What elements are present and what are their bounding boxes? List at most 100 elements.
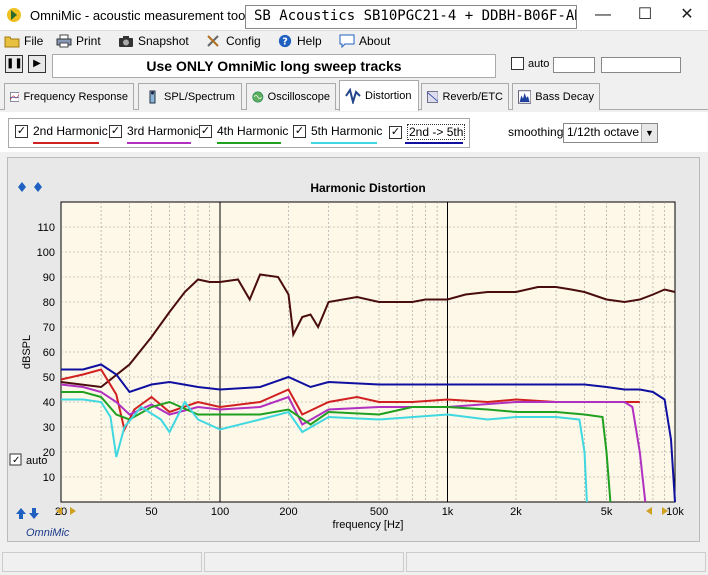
legend-item-2nd-harmonic[interactable]: ✓ 2nd Harmonic <box>15 124 108 138</box>
menu-file[interactable]: File <box>4 32 43 50</box>
pause-button[interactable]: ❚❚ <box>5 55 23 73</box>
range-right-icon[interactable] <box>662 507 668 515</box>
pan-icon[interactable] <box>34 182 42 192</box>
checkbox-2nd-harmonic[interactable]: ✓ <box>15 124 28 138</box>
series-line-5th-harmonic <box>61 398 588 503</box>
legend-swatch-5th <box>311 142 377 144</box>
legend-swatch-2nd <box>33 142 99 144</box>
pause-icon: ❚❚ <box>6 58 23 69</box>
spl-meter-icon <box>149 90 156 104</box>
checkmark-icon: ✓ <box>12 455 20 466</box>
play-button[interactable]: ▶ <box>28 55 46 73</box>
series-line-3rd-harmonic <box>60 383 647 503</box>
chart-auto-checkbox[interactable] <box>9 453 22 466</box>
legend-swatch-total <box>405 142 463 144</box>
tab-strip: Frequency Response SPL/Spectrum Oscillos… <box>0 80 708 111</box>
y-tick-label: 30 <box>43 422 55 434</box>
legend-item-4th-harmonic[interactable]: ✓ 4th Harmonic <box>199 124 288 138</box>
auto-label: auto <box>528 57 550 70</box>
scroll-right-icon[interactable] <box>70 507 76 515</box>
menu-help-label: Help <box>297 34 322 48</box>
status-bar <box>0 549 708 575</box>
bass-decay-icon <box>518 90 532 104</box>
scale-up-icon[interactable] <box>16 508 26 519</box>
legend-item-3rd-harmonic[interactable]: ✓ 3rd Harmonic <box>109 124 199 138</box>
harmonic-distortion-chart: 10203040506070809010011020501002005001k2… <box>9 181 684 531</box>
camera-icon <box>119 36 133 47</box>
reverb-icon <box>427 91 439 103</box>
x-tick-label: 5k <box>601 506 613 518</box>
y-tick-label: 70 <box>43 322 55 334</box>
svg-text:?: ? <box>282 37 288 48</box>
chart-auto-label: auto <box>26 455 47 467</box>
level-meter <box>601 57 681 73</box>
x-tick-label: 100 <box>211 506 229 518</box>
checkbox-3rd-harmonic[interactable]: ✓ <box>109 124 122 138</box>
tab-reverb-etc[interactable]: Reverb/ETC <box>421 83 509 110</box>
close-button[interactable]: ✕ <box>666 0 708 30</box>
frequency-response-icon <box>10 92 20 102</box>
y-tick-label: 100 <box>37 247 55 259</box>
legend-swatch-3rd <box>127 142 191 144</box>
menu-print-label: Print <box>76 34 101 48</box>
tab-spl-spectrum[interactable]: SPL/Spectrum <box>138 83 242 110</box>
checkbox-5th-harmonic[interactable]: ✓ <box>293 124 306 138</box>
menu-file-label: File <box>24 34 44 48</box>
minimize-button[interactable]: — <box>582 0 624 30</box>
legend-item-2nd-to-5th[interactable]: ✓ 2nd -> 5th <box>389 124 466 140</box>
legend-label: 3rd Harmonic <box>127 124 200 138</box>
checkbox-2nd-to-5th[interactable]: ✓ <box>389 125 402 139</box>
y-tick-label: 80 <box>43 297 55 309</box>
tab-label: Distortion <box>365 90 412 102</box>
menu-config[interactable]: Config <box>206 32 261 50</box>
range-left-icon[interactable] <box>646 507 652 515</box>
smoothing-label: smoothing <box>508 125 564 139</box>
scale-down-icon[interactable] <box>29 508 39 519</box>
legend-label: 2nd Harmonic <box>33 124 108 138</box>
menu-snapshot[interactable]: Snapshot <box>118 32 189 50</box>
x-tick-label: 2k <box>510 506 522 518</box>
tab-distortion[interactable]: Distortion <box>339 80 419 111</box>
oscilloscope-icon <box>252 91 264 103</box>
tab-label: Oscilloscope <box>267 91 330 103</box>
x-tick-label: 200 <box>279 506 297 518</box>
tab-oscilloscope[interactable]: Oscilloscope <box>246 83 336 110</box>
maximize-icon: ☐ <box>637 6 653 23</box>
auto-toggle[interactable]: auto <box>511 57 549 70</box>
tab-label: Reverb/ETC <box>442 91 503 103</box>
tab-label: SPL/Spectrum <box>164 91 235 103</box>
distortion-icon <box>345 88 361 104</box>
x-tick-label: 50 <box>145 506 157 518</box>
smoothing-dropdown[interactable]: 1/12th octave ▼ <box>563 123 658 143</box>
menu-about[interactable]: About <box>339 32 390 50</box>
series-line-4th-harmonic <box>61 391 612 503</box>
x-axis-label: frequency [Hz] <box>333 519 404 531</box>
menu-about-label: About <box>359 34 391 48</box>
auto-checkbox[interactable] <box>511 57 524 70</box>
tab-frequency-response[interactable]: Frequency Response <box>4 83 134 110</box>
status-segment <box>2 552 202 572</box>
menu-help[interactable]: ? Help <box>277 32 322 50</box>
legend-item-5th-harmonic[interactable]: ✓ 5th Harmonic <box>293 124 382 138</box>
tab-label: Frequency Response <box>23 91 128 103</box>
window-title: OmniMic - acoustic measurement tool <box>30 8 249 23</box>
menu-bar: File Print Snapshot Config ? Help About <box>0 31 708 51</box>
checkbox-4th-harmonic[interactable]: ✓ <box>199 124 212 138</box>
scroll-left-icon[interactable] <box>56 507 62 515</box>
tab-bass-decay[interactable]: Bass Decay <box>512 83 600 110</box>
plot-area <box>60 201 676 503</box>
chevron-down-icon: ▼ <box>641 124 657 142</box>
play-icon: ▶ <box>33 58 41 69</box>
menu-config-label: Config <box>226 34 261 48</box>
session-name-field[interactable]: SB Acoustics SB10PGC21-4 + DDBH-B06F-AD <box>245 5 577 29</box>
level-field[interactable] <box>553 57 595 73</box>
options-panel: ✓ 2nd Harmonic ✓ 3rd Harmonic ✓ 4th Harm… <box>0 112 708 152</box>
smoothing-value: 1/12th octave <box>567 125 640 139</box>
menu-snapshot-label: Snapshot <box>138 34 189 48</box>
x-tick-label: 1k <box>442 506 454 518</box>
maximize-button[interactable]: ☐ <box>624 0 666 30</box>
y-tick-label: 20 <box>43 447 55 459</box>
menu-print[interactable]: Print <box>56 32 101 50</box>
instruction-message: Use ONLY OmniMic long sweep tracks <box>52 54 496 78</box>
zoom-icon[interactable] <box>18 182 26 192</box>
